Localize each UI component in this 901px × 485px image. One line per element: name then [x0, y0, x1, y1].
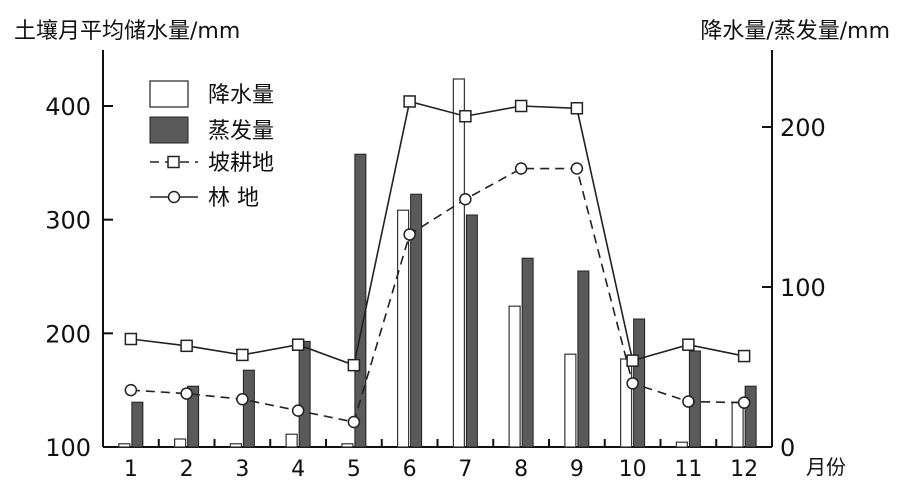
evaporation-bar: [465, 214, 478, 448]
precipitation-bar: [397, 209, 410, 448]
x-tick-label: 1: [124, 457, 138, 482]
left-tick-label: 100: [45, 434, 91, 462]
slope-farmland-point: [570, 102, 584, 115]
slope-farmland-point: [682, 338, 695, 351]
legend-slope-marker: [167, 155, 180, 169]
precipitation-bar: [341, 443, 354, 448]
precipitation-bar: [285, 433, 298, 448]
left-axis-title: 土壤月平均储水量/mm: [14, 19, 240, 44]
slope-farmland-line: [130, 100, 745, 367]
x-tick-label: 12: [730, 457, 758, 482]
forest-point: [737, 396, 751, 409]
evaporation-bar: [354, 153, 367, 448]
legend-label: 蒸发量: [208, 119, 274, 144]
slope-farmland-point: [291, 338, 305, 351]
precipitation-bar: [564, 353, 577, 448]
legend-label: 林 地: [208, 186, 259, 211]
precipitation-bar: [118, 443, 131, 448]
forest-point: [570, 162, 584, 175]
right-tick-label: 200: [780, 114, 826, 142]
bars: [118, 78, 757, 448]
legend-label: 降水量: [208, 83, 274, 108]
left-tick-label: 300: [45, 207, 91, 235]
left-tick-label: 400: [45, 93, 91, 121]
x-axis-title: 月份: [806, 455, 846, 479]
x-tick-label: 3: [235, 457, 249, 482]
forest-point: [682, 395, 695, 408]
slope-farmland-point: [180, 339, 193, 353]
forest-point: [403, 228, 416, 241]
legend-label: 坡耕地: [208, 151, 274, 176]
slope-farmland-point: [347, 358, 361, 372]
precipitation-bar: [508, 305, 521, 448]
slope-farmland-point: [403, 95, 416, 108]
forest-line: [130, 167, 745, 423]
x-tick-label: 6: [403, 457, 417, 482]
forest-point: [124, 383, 138, 397]
x-tick-label: 5: [347, 457, 361, 482]
evaporation-bar: [298, 340, 311, 448]
evaporation-bar: [187, 385, 200, 448]
forest-point: [236, 393, 249, 406]
precipitation-bar: [675, 441, 688, 448]
x-tick-label: 11: [674, 457, 702, 482]
right-tick-label: 0: [780, 434, 795, 462]
forest-point: [459, 192, 472, 206]
x-tick-label: 9: [570, 457, 584, 482]
slope-farmland-point: [626, 354, 639, 367]
x-tick-label: 2: [180, 457, 194, 482]
evaporation-bar: [744, 385, 757, 448]
forest-point: [291, 404, 305, 417]
right-axis-title: 降水量/蒸发量/mm: [700, 19, 890, 44]
forest-point: [514, 162, 528, 175]
x-tick-label: 10: [619, 457, 647, 482]
x-tick-label: 7: [458, 457, 472, 482]
lines: [124, 95, 751, 429]
slope-farmland-point: [124, 332, 138, 346]
evaporation-bar: [131, 401, 144, 448]
legend-forest-marker: [167, 190, 181, 204]
forest-point: [180, 387, 193, 400]
evaporation-bar: [242, 369, 255, 448]
slope-farmland-point: [459, 109, 472, 123]
precipitation-bar: [174, 438, 187, 448]
x-tick-label: 8: [514, 457, 528, 482]
precipitation-bar: [731, 401, 744, 448]
left-tick-label: 200: [45, 320, 91, 348]
slope-farmland-point: [514, 99, 528, 113]
precipitation-bar: [229, 443, 242, 448]
slope-farmland-point: [737, 349, 751, 363]
evaporation-bar: [577, 270, 590, 448]
forest-point: [347, 415, 361, 429]
slope-farmland-point: [236, 348, 249, 362]
legend-precipitation-swatch: [149, 80, 189, 108]
evaporation-bar: [521, 257, 534, 448]
legend-evaporation-swatch: [149, 116, 189, 144]
precipitation-bar: [452, 78, 465, 448]
right-tick-label: 100: [780, 274, 826, 302]
x-tick-label: 4: [291, 457, 305, 482]
evaporation-bar: [410, 193, 423, 448]
forest-point: [626, 377, 639, 390]
